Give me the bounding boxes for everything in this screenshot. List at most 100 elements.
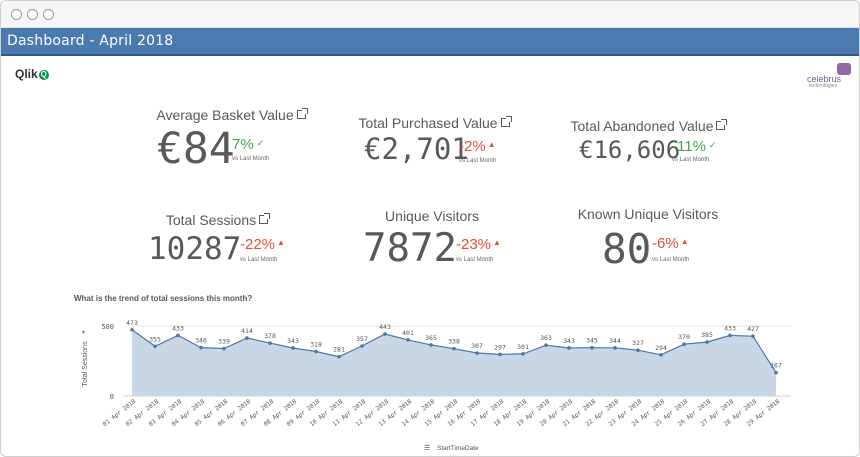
sort-arrow-icon[interactable]: ▾ xyxy=(82,329,85,336)
kpi-value: €84 xyxy=(157,124,235,174)
zoom-dot[interactable] xyxy=(43,9,54,20)
window-titlebar xyxy=(1,1,859,28)
kpi-unique-visitors[interactable]: Unique Visitors 7872 -23% ▲ vs Last Month xyxy=(312,208,552,272)
dashboard-header: Dashboard - April 2018 xyxy=(1,28,859,56)
kpi-title: Unique Visitors xyxy=(385,208,479,224)
data-label: 167 xyxy=(770,362,782,370)
data-point[interactable] xyxy=(337,354,341,359)
kpi-delta: -11% xyxy=(672,138,706,155)
kpi-delta: -6% xyxy=(652,235,679,252)
kpi-known-unique-visitors[interactable]: Known Unique Visitors 80 -6% ▲ vs Last Mo… xyxy=(528,206,768,272)
data-label: 385 xyxy=(701,331,713,339)
chart-question: What is the trend of total sessions this… xyxy=(74,294,253,303)
kpi-value: 7872 xyxy=(363,226,457,271)
kpi-total-abandoned-value[interactable]: Total Abandoned Value €16,606 -11% ✓ vs L… xyxy=(528,118,768,178)
data-point[interactable] xyxy=(544,343,548,347)
kpi-value: €2,701 xyxy=(364,132,469,166)
data-point[interactable] xyxy=(199,345,203,350)
qlik-q-icon: Q xyxy=(38,70,49,80)
check-icon: ✓ xyxy=(708,140,717,150)
data-label: 427 xyxy=(747,325,759,333)
data-point[interactable] xyxy=(475,351,479,355)
kpi-note: vs Last Month xyxy=(652,257,690,263)
data-point[interactable] xyxy=(636,348,640,353)
kpi-total-purchased-value[interactable]: Total Purchased Value €2,701 -2% ▲ vs Las… xyxy=(314,115,554,175)
data-point[interactable] xyxy=(682,342,686,346)
data-point[interactable] xyxy=(613,346,617,350)
kpi-total-sessions[interactable]: Total Sessions 10287 -22% ▲ vs Last Month xyxy=(97,212,337,272)
data-label: 346 xyxy=(195,337,207,345)
data-label: 433 xyxy=(172,324,184,332)
data-label: 443 xyxy=(379,323,391,331)
data-point[interactable] xyxy=(452,346,456,351)
celebrus-mark-icon xyxy=(837,63,851,75)
data-point[interactable] xyxy=(268,341,272,345)
page-title: Dashboard - April 2018 xyxy=(7,33,174,49)
x-axis-label: StartTimeDate xyxy=(437,445,479,452)
data-point[interactable] xyxy=(153,344,157,349)
qlik-logo-text: Qlik xyxy=(15,67,38,81)
data-point[interactable] xyxy=(590,345,594,350)
data-label: 344 xyxy=(609,337,621,345)
sort-lines-icon[interactable]: ☰ xyxy=(424,444,430,452)
external-link-icon[interactable] xyxy=(716,119,728,130)
triangle-up-icon: ▲ xyxy=(277,238,285,247)
data-label: 473 xyxy=(126,319,138,327)
data-point[interactable] xyxy=(728,333,732,338)
data-label: 281 xyxy=(333,346,345,354)
data-label: 343 xyxy=(563,337,575,345)
kpi-note: vs Last Month xyxy=(240,257,278,263)
data-point[interactable] xyxy=(360,344,364,348)
kpi-title: Total Purchased Value xyxy=(358,115,498,131)
qlik-logo: Qlik Q xyxy=(15,67,49,81)
external-link-icon[interactable] xyxy=(500,116,512,127)
kpi-delta: -23% xyxy=(456,236,492,253)
data-point[interactable] xyxy=(222,346,226,351)
minimize-dot[interactable] xyxy=(27,9,38,20)
kpi-note: vs Last Month xyxy=(672,157,710,163)
close-dot[interactable] xyxy=(11,9,22,20)
brand-sub: technologies xyxy=(809,83,838,89)
check-icon: ✓ xyxy=(256,138,265,148)
external-link-icon[interactable] xyxy=(296,108,308,119)
data-point[interactable] xyxy=(705,340,709,344)
data-point[interactable] xyxy=(521,352,525,356)
data-point[interactable] xyxy=(406,338,410,342)
data-label: 343 xyxy=(287,337,299,345)
triangle-up-icon: ▲ xyxy=(680,237,689,246)
kpi-note: vs Last Month xyxy=(232,156,270,162)
data-point[interactable] xyxy=(383,332,387,336)
data-point[interactable] xyxy=(429,343,433,347)
data-point[interactable] xyxy=(130,327,134,332)
triangle-up-icon: ▲ xyxy=(493,238,501,247)
kpi-title: Total Abandoned Value xyxy=(570,118,714,134)
brand-name: celebrus xyxy=(807,74,842,84)
data-point[interactable] xyxy=(498,352,502,357)
data-point[interactable] xyxy=(774,370,778,375)
data-label: 355 xyxy=(149,335,161,343)
kpi-value: 80 xyxy=(602,225,652,273)
data-label: 363 xyxy=(540,334,552,342)
data-point[interactable] xyxy=(659,353,663,357)
data-label: 365 xyxy=(425,334,437,342)
data-point[interactable] xyxy=(245,336,249,340)
kpi-title: Average Basket Value xyxy=(156,107,294,123)
external-link-icon[interactable] xyxy=(259,213,271,224)
kpi-average-basket-value[interactable]: Average Basket Value €84 7% ✓ vs Last Mon… xyxy=(111,107,351,177)
data-point[interactable] xyxy=(314,349,318,354)
data-point[interactable] xyxy=(176,333,180,338)
celebrus-logo: celebrus technologies xyxy=(807,61,851,89)
y-tick-label: 500 xyxy=(101,323,114,331)
data-point[interactable] xyxy=(291,346,295,350)
triangle-up-icon: ▲ xyxy=(487,140,496,149)
data-point[interactable] xyxy=(567,346,571,350)
data-label: 401 xyxy=(402,329,414,337)
data-label: 318 xyxy=(310,340,322,348)
kpi-delta: -22% xyxy=(240,236,276,253)
kpi-value: 10287 xyxy=(148,231,242,267)
data-point[interactable] xyxy=(751,334,755,339)
data-label: 338 xyxy=(448,338,460,346)
data-label: 345 xyxy=(586,337,598,345)
data-label: 378 xyxy=(264,332,276,340)
